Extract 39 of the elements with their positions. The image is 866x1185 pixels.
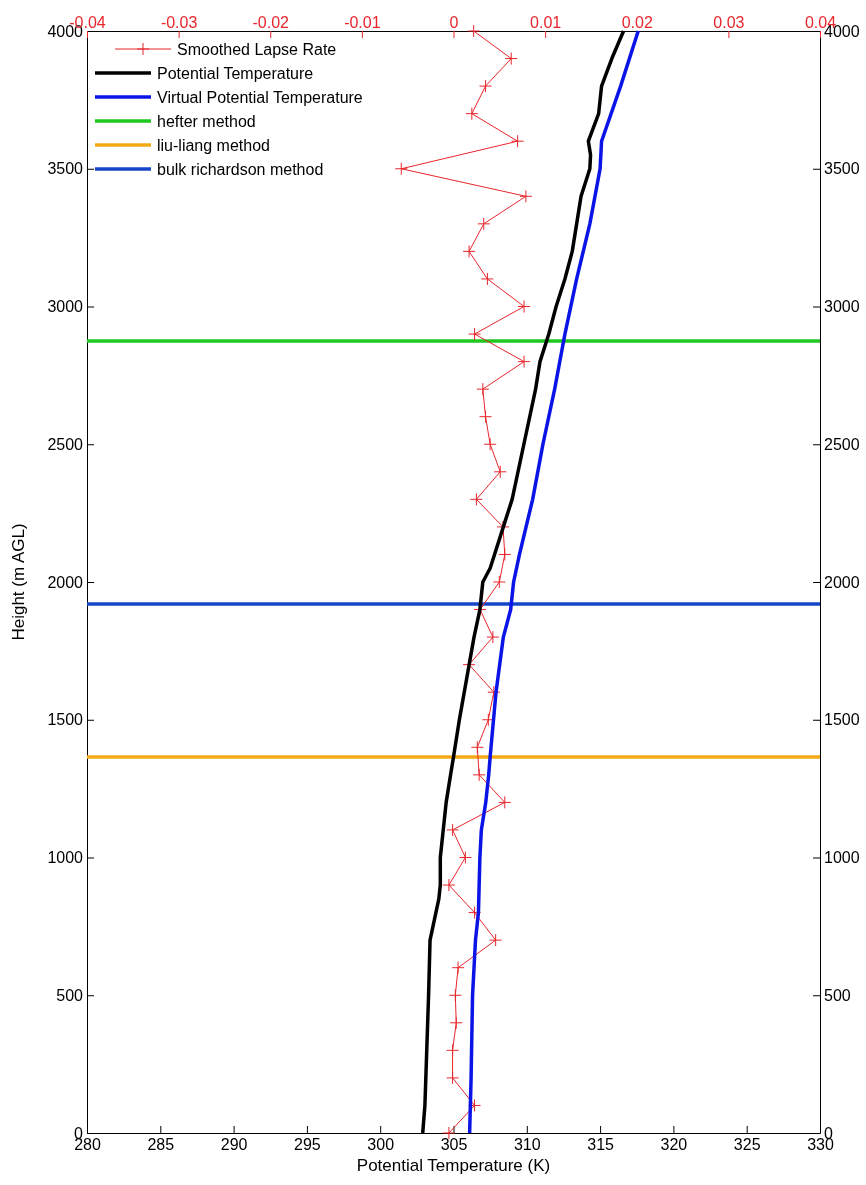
- x-tick-label: 285: [147, 1136, 175, 1154]
- x2-tick-label: 0.02: [621, 14, 653, 31]
- x-tick-label: 295: [294, 1136, 321, 1154]
- x-tick-label: 290: [220, 1136, 248, 1154]
- line-series: [467, 29, 640, 1135]
- y-tick-label: 2500: [47, 435, 84, 453]
- x-tick-label: 320: [660, 1136, 688, 1154]
- x-axis-title: Potential Temperature (K): [356, 1156, 551, 1175]
- x-tick-label: 310: [513, 1136, 541, 1154]
- y-tick-label: 1000: [47, 849, 84, 867]
- x2-tick-label: -0.03: [160, 14, 198, 31]
- y2-tick-label: 2000: [824, 573, 860, 591]
- x-tick-label: 305: [440, 1136, 468, 1154]
- legend-label: liu-liang method: [157, 137, 270, 154]
- y2-tick-label: 500: [824, 986, 851, 1004]
- x2-tick-label: 0.03: [713, 14, 745, 31]
- x-tick-label: 325: [733, 1136, 761, 1154]
- legend-label: hefter method: [157, 113, 256, 130]
- x-tick-label: 300: [367, 1136, 395, 1154]
- x2-tick-label: -0.01: [344, 14, 381, 31]
- y2-tick-label: 3500: [824, 160, 860, 178]
- x-tick-label: 315: [587, 1136, 615, 1154]
- y-tick-label: 2000: [47, 573, 84, 591]
- x2-tick-label: 0: [449, 14, 459, 31]
- y2-tick-label: 2500: [824, 435, 860, 453]
- x2-tick-label: 0.01: [530, 14, 562, 31]
- y-tick-label: 3500: [47, 160, 84, 178]
- y-tick-label: 1500: [47, 711, 84, 729]
- y-tick-label: 3000: [47, 298, 84, 316]
- y-tick-label: 500: [56, 986, 84, 1004]
- y-axis-title: Height (m AGL): [9, 523, 28, 641]
- x2-tick-label: -0.02: [252, 14, 290, 31]
- y2-tick-label: 1000: [824, 849, 860, 867]
- legend-label: bulk richardson method: [157, 161, 324, 178]
- y2-tick-label: 1500: [824, 711, 860, 729]
- y2-tick-label: 3000: [824, 298, 860, 316]
- legend-label: Virtual Potential Temperature: [157, 89, 363, 106]
- legend-label: Potential Temperature: [157, 65, 314, 82]
- legend-label: Smoothed Lapse Rate: [177, 41, 337, 58]
